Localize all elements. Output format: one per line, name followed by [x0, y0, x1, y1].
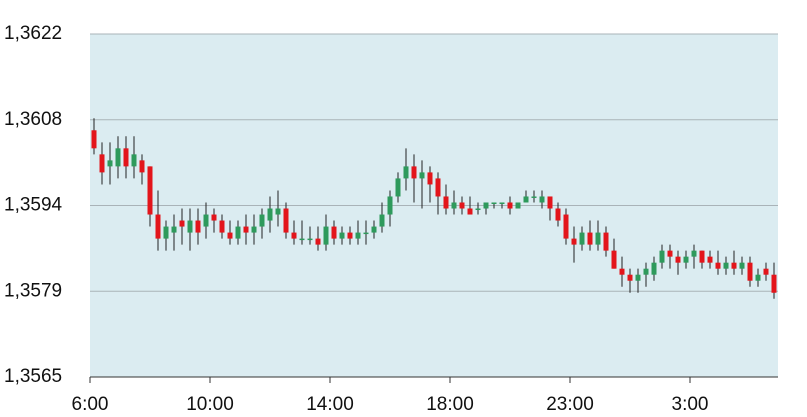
candle-body: [563, 214, 569, 239]
candle-body: [139, 160, 145, 173]
candle-body: [475, 208, 481, 211]
candle-body: [675, 256, 681, 263]
candle-body: [571, 238, 577, 245]
candle-body: [299, 238, 305, 241]
y-tick-label: 1,3608: [4, 109, 62, 130]
x-tick-label: 3:00: [672, 394, 709, 415]
candle-body: [131, 154, 137, 167]
candle-body: [587, 232, 593, 245]
candle-body: [379, 214, 385, 227]
candle-body: [411, 166, 417, 179]
candle-body: [323, 226, 329, 245]
y-tick-label: 1,3622: [4, 23, 62, 44]
candle-body: [547, 196, 553, 209]
candle-body: [539, 196, 545, 203]
candle-body: [195, 220, 201, 233]
candle-body: [555, 208, 561, 221]
candle-body: [579, 232, 585, 245]
candle-body: [595, 232, 601, 245]
candle-body: [427, 172, 433, 185]
candle-body: [667, 250, 673, 257]
candle-body: [363, 232, 369, 235]
candle-body: [763, 268, 769, 275]
candle-body: [531, 196, 537, 198]
candle-body: [435, 178, 441, 197]
candle-body: [275, 208, 281, 215]
candle-body: [627, 274, 633, 281]
candle-body: [291, 232, 297, 239]
candle-body: [283, 208, 289, 233]
x-tick-label: 14:00: [306, 394, 354, 415]
candle-body: [651, 262, 657, 275]
x-tick-label: 6:00: [72, 394, 109, 415]
candle-body: [635, 274, 641, 281]
candle-body: [659, 250, 665, 263]
candle-body: [339, 232, 345, 239]
candle-body: [99, 154, 105, 173]
candle-body: [155, 214, 161, 239]
candle-body: [251, 226, 257, 233]
candle-body: [731, 262, 737, 269]
candle-body: [715, 262, 721, 269]
candle-body: [123, 148, 129, 167]
candle-body: [499, 202, 505, 204]
candle-body: [723, 262, 729, 269]
candle-body: [203, 214, 209, 227]
candle-body: [371, 226, 377, 233]
candle-body: [755, 274, 761, 281]
candle-body: [243, 226, 249, 233]
y-tick-label: 1,3594: [4, 195, 63, 216]
x-tick-label: 10:00: [186, 394, 234, 415]
candle-body: [355, 232, 361, 239]
candle-body: [619, 268, 625, 275]
candle-body: [771, 274, 777, 293]
candle-body: [347, 232, 353, 239]
candle-body: [459, 202, 465, 209]
candle-body: [707, 256, 713, 263]
candle-body: [467, 208, 473, 215]
candle-body: [691, 250, 697, 257]
candle-body: [403, 166, 409, 179]
candle-body: [267, 208, 273, 221]
candle-body: [259, 214, 265, 227]
candle-body: [523, 196, 529, 203]
candle-body: [683, 256, 689, 263]
candle-body: [331, 226, 337, 239]
candle-body: [419, 172, 425, 179]
x-tick-label: 18:00: [426, 394, 474, 415]
candle-body: [227, 232, 233, 239]
candle-body: [171, 226, 177, 233]
candle-body: [307, 238, 313, 241]
y-tick-label: 1,3579: [4, 280, 62, 301]
candle-body: [219, 220, 225, 233]
candle-body: [91, 130, 97, 149]
candle-body: [211, 214, 217, 221]
y-tick-label: 1,3565: [4, 366, 62, 387]
candle-body: [163, 226, 169, 239]
candle-body: [451, 202, 457, 209]
candle-body: [491, 202, 497, 204]
candle-body: [147, 166, 153, 215]
candle-body: [395, 178, 401, 197]
candle-body: [235, 226, 241, 239]
candle-body: [507, 202, 513, 209]
candle-body: [115, 148, 121, 167]
candle-body: [643, 268, 649, 275]
candle-body: [739, 262, 745, 269]
candle-body: [483, 202, 489, 209]
candle-body: [179, 220, 185, 227]
candle-body: [611, 250, 617, 269]
candle-body: [515, 202, 521, 209]
candle-body: [603, 232, 609, 251]
candle-body: [443, 196, 449, 209]
candle-body: [107, 160, 113, 167]
candle-body: [699, 250, 705, 263]
x-tick-label: 23:00: [546, 394, 594, 415]
candle-body: [315, 238, 321, 245]
candle-body: [747, 262, 753, 281]
candle-body: [187, 220, 193, 233]
candle-body: [387, 196, 393, 215]
